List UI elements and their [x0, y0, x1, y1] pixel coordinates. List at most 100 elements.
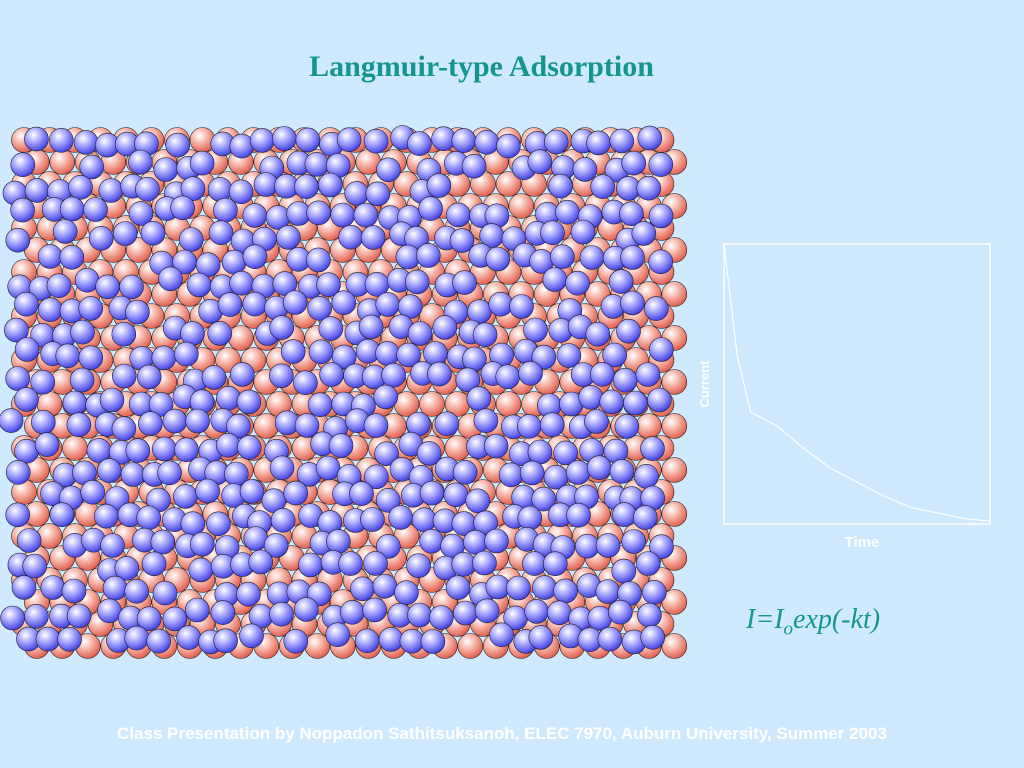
- adsorbed-molecule: [48, 127, 74, 153]
- adsorbed-molecule: [540, 220, 565, 245]
- adsorbed-molecule: [206, 511, 231, 537]
- adsorbed-molecule: [189, 150, 215, 176]
- adsorbed-molecule: [37, 244, 63, 269]
- adsorbed-molecule: [349, 481, 374, 506]
- adsorbed-molecule: [336, 127, 362, 152]
- adsorbed-molecule: [49, 502, 75, 528]
- adsorbed-molecule: [620, 245, 645, 270]
- rate-equation: I=Ioexp(-kt): [746, 604, 880, 641]
- adsorbed-molecule: [381, 362, 406, 388]
- adsorbed-molecule: [304, 151, 330, 177]
- adsorbed-molecule: [407, 131, 432, 156]
- adsorbed-molecule: [151, 345, 177, 371]
- adsorbed-molecule: [445, 575, 471, 600]
- substrate-atom: [661, 457, 688, 483]
- adsorbed-molecule: [248, 549, 274, 575]
- adsorbed-molecule: [14, 387, 39, 412]
- adsorbed-molecule: [14, 291, 39, 317]
- adsorbed-molecule: [16, 528, 42, 553]
- adsorbed-molecule: [325, 622, 351, 648]
- adsorbed-molecule: [465, 488, 491, 514]
- adsorbed-molecule: [466, 386, 492, 411]
- adsorbed-molecule: [621, 150, 647, 176]
- adsorbed-molecule: [404, 269, 430, 295]
- adsorbed-molecule: [215, 432, 241, 458]
- adsorbed-molecule: [97, 598, 122, 624]
- adsorbed-molecule: [420, 629, 446, 654]
- adsorbed-molecule: [186, 272, 212, 298]
- adsorbed-molecule: [230, 362, 255, 387]
- adsorbed-molecule: [5, 459, 31, 485]
- adsorbed-molecule: [586, 130, 611, 156]
- adsorbed-molecule: [185, 408, 210, 434]
- adsorbed-molecule: [363, 128, 389, 154]
- adsorbed-molecule: [283, 480, 309, 506]
- adsorbed-molecule: [111, 321, 137, 347]
- adsorbed-molecule: [24, 178, 50, 203]
- adsorbed-molecule: [572, 157, 598, 182]
- substrate-atom: [661, 413, 688, 439]
- adsorbed-molecule: [579, 245, 605, 270]
- adsorbed-molecule: [388, 505, 413, 530]
- adsorbed-molecule: [527, 439, 553, 465]
- adsorbed-molecule: [79, 154, 104, 180]
- adsorbed-molecule: [112, 363, 137, 389]
- adsorbed-molecule: [574, 533, 600, 559]
- adsorbed-molecule: [59, 245, 85, 270]
- adsorbed-molecule: [165, 132, 190, 158]
- adsorbed-molecule: [5, 227, 31, 253]
- adsorbed-molecule: [188, 557, 214, 583]
- adsorbed-molecule: [589, 362, 615, 387]
- adsorbed-molecule: [236, 581, 261, 607]
- adsorbed-molecule: [328, 433, 354, 458]
- slide-title: Langmuir-type Adsorption: [309, 50, 654, 83]
- adsorbed-molecule: [621, 529, 647, 554]
- adsorbed-molecule: [295, 127, 321, 153]
- adsorbed-molecule: [128, 149, 153, 175]
- adsorbed-molecule: [578, 384, 604, 410]
- adsorbed-molecule: [488, 291, 514, 317]
- substrate-atom: [635, 413, 662, 439]
- adsorbed-molecule: [282, 290, 308, 315]
- adsorbed-molecule: [643, 296, 669, 321]
- y-axis-label: Current: [697, 360, 712, 408]
- adsorbed-molecule: [307, 296, 332, 321]
- adsorbed-molecule: [61, 578, 87, 604]
- x-axis-label: Time: [845, 534, 880, 551]
- adsorbed-molecule: [451, 551, 477, 577]
- adsorbed-molecule: [100, 533, 125, 558]
- adsorbed-molecule: [242, 291, 268, 317]
- adsorbed-molecule: [141, 551, 167, 577]
- adsorbed-molecule: [565, 460, 591, 485]
- adsorbed-molecule: [495, 364, 521, 389]
- adsorbed-molecule: [608, 269, 634, 294]
- adsorbed-molecule: [528, 625, 554, 650]
- adsorbed-molecule: [485, 246, 511, 272]
- adsorbed-molecule: [78, 345, 104, 370]
- substrate-atom: [495, 171, 522, 197]
- adsorbed-molecule: [146, 628, 171, 654]
- adsorbed-molecule: [640, 436, 665, 461]
- adsorbed-molecule: [363, 551, 388, 576]
- adsorbed-molecule: [375, 487, 401, 513]
- adsorbed-molecule: [180, 321, 205, 346]
- adsorbed-molecule: [111, 416, 137, 441]
- adsorbed-molecule: [40, 575, 66, 600]
- adsorbed-molecule: [612, 502, 637, 527]
- adsorbed-molecule: [294, 413, 320, 438]
- adsorbed-molecule: [331, 290, 357, 315]
- adsorbed-molecule: [228, 179, 254, 205]
- adsorbed-molecule: [587, 605, 613, 631]
- adsorbed-molecule: [102, 575, 128, 601]
- adsorbed-molecule: [294, 597, 319, 622]
- adsorbed-molecule: [461, 153, 487, 179]
- adsorbed-molecule: [614, 414, 640, 439]
- adsorbed-molecule: [263, 533, 289, 558]
- adsorbed-molecule: [62, 390, 88, 416]
- adsorbed-molecule: [338, 224, 364, 250]
- adsorbed-molecule: [637, 125, 663, 151]
- adsorbed-molecule: [452, 459, 478, 485]
- adsorbed-molecule: [270, 507, 296, 533]
- adsorbed-molecule: [649, 534, 674, 560]
- adsorbed-molecule: [375, 534, 401, 559]
